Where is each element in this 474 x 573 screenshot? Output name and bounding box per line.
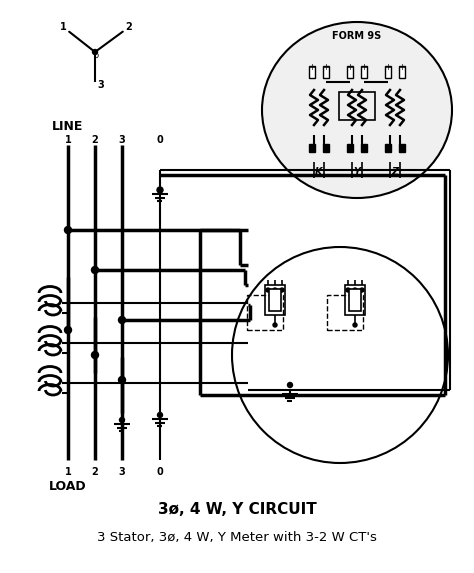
Text: 2: 2 [126, 22, 132, 32]
Circle shape [157, 413, 163, 418]
Bar [269, 289, 281, 311]
Bar [399, 66, 405, 78]
Bar [309, 144, 315, 152]
Ellipse shape [262, 22, 452, 198]
Text: LINE: LINE [52, 120, 84, 134]
Circle shape [353, 323, 357, 327]
Text: 3ø, 4 W, Y CIRCUIT: 3ø, 4 W, Y CIRCUIT [158, 503, 316, 517]
Bar [323, 66, 329, 78]
Bar [265, 285, 285, 315]
Circle shape [92, 49, 98, 54]
Text: 1: 1 [64, 135, 72, 145]
Bar [399, 144, 405, 152]
Bar [385, 66, 391, 78]
Circle shape [157, 187, 163, 193]
Circle shape [273, 323, 277, 327]
Circle shape [118, 316, 126, 324]
Text: o: o [93, 50, 99, 60]
Text: +: + [399, 64, 405, 73]
Text: +: + [361, 64, 367, 73]
Bar [327, 295, 363, 330]
Text: Z: Z [392, 167, 399, 177]
Bar [345, 285, 365, 315]
Bar [349, 289, 361, 311]
Text: 3: 3 [118, 135, 126, 145]
Text: +: + [346, 64, 354, 73]
Circle shape [91, 351, 99, 359]
Text: 1: 1 [64, 467, 72, 477]
Circle shape [346, 288, 350, 292]
Circle shape [360, 288, 364, 292]
Text: 3: 3 [118, 467, 126, 477]
Text: 0: 0 [156, 467, 164, 477]
Bar [361, 144, 367, 152]
Circle shape [273, 288, 277, 292]
Text: 3 Stator, 3ø, 4 W, Y Meter with 3-2 W CT's: 3 Stator, 3ø, 4 W, Y Meter with 3-2 W CT… [97, 531, 377, 544]
Text: 1: 1 [60, 22, 66, 32]
Text: FORM 9S: FORM 9S [332, 31, 382, 41]
Text: 0: 0 [156, 135, 164, 145]
Text: LOAD: LOAD [49, 480, 87, 493]
Circle shape [266, 288, 270, 292]
Bar [323, 144, 329, 152]
Circle shape [288, 383, 292, 387]
Text: +: + [309, 64, 315, 73]
Text: 2: 2 [91, 467, 99, 477]
Bar [361, 66, 367, 78]
Bar [247, 295, 283, 330]
Circle shape [118, 376, 126, 383]
Text: 3: 3 [98, 80, 104, 90]
Bar [309, 66, 315, 78]
Circle shape [280, 288, 284, 292]
Circle shape [64, 327, 72, 333]
Text: Y: Y [354, 167, 361, 177]
Bar [347, 144, 353, 152]
Circle shape [64, 226, 72, 234]
Text: 2: 2 [91, 135, 99, 145]
Circle shape [232, 247, 448, 463]
Bar [385, 144, 391, 152]
Text: +: + [323, 64, 329, 73]
Circle shape [119, 418, 125, 422]
Bar [339, 92, 375, 120]
Text: +: + [384, 64, 392, 73]
Text: K: K [315, 167, 323, 177]
Bar [347, 66, 353, 78]
Circle shape [91, 266, 99, 273]
Circle shape [353, 288, 357, 292]
